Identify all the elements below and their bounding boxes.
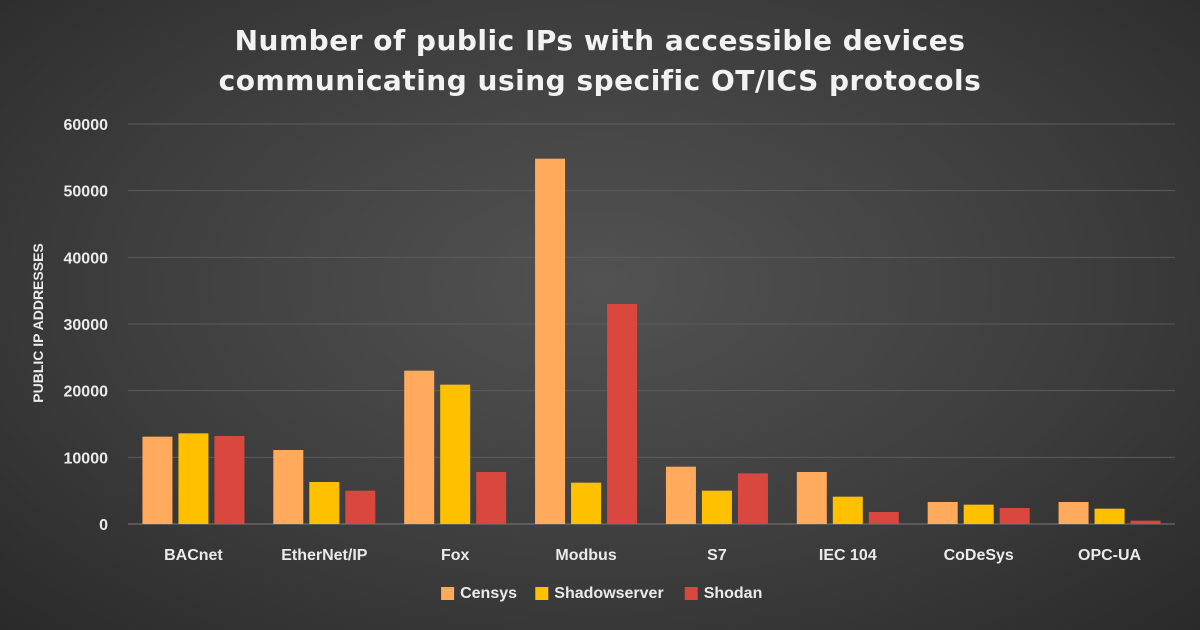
bar-shodan-iec-104: [868, 512, 899, 524]
legend-label-censys: Censys: [460, 585, 517, 602]
bar-shodan-modbus: [607, 304, 638, 524]
legend-swatch-censys: [441, 587, 455, 600]
x-tick-label: IEC 104: [819, 547, 877, 564]
x-tick-label: EtherNet/IP: [281, 547, 368, 564]
y-tick-label: 50000: [64, 184, 109, 201]
chart-title-line-2: communicating using specific OT/ICS prot…: [219, 64, 982, 97]
bar-censys-opc-ua: [1058, 502, 1089, 524]
bar-shodan-ethernet-ip: [345, 490, 376, 524]
y-axis-title: PUBLIC IP ADDRESSES: [30, 243, 46, 402]
bar-censys-codesys: [927, 502, 958, 524]
x-tick-label: S7: [707, 547, 727, 564]
bar-censys-s7: [665, 466, 696, 524]
y-tick-label: 0: [99, 517, 108, 534]
x-tick-label: OPC-UA: [1078, 547, 1142, 564]
legend-label-shodan: Shodan: [704, 585, 763, 602]
x-axis-ticks: BACnet EtherNet/IP Fox Modbus S7 IEC 104 CoDeS…: [164, 547, 1141, 564]
bar-shodan-fox: [476, 472, 507, 524]
bar-shadowserver-opc-ua: [1094, 508, 1125, 524]
bar-shodan-codesys: [999, 508, 1030, 524]
bar-censys-iec-104: [796, 472, 827, 524]
legend-swatch-shodan: [684, 587, 698, 600]
y-tick-label: 20000: [64, 384, 109, 401]
bar-censys-modbus: [535, 158, 566, 524]
chart-title-line-1: Number of public IPs with accessible dev…: [235, 24, 966, 57]
x-tick-label: Modbus: [555, 547, 616, 564]
y-tick-label: 10000: [64, 450, 109, 467]
x-tick-label: BACnet: [164, 547, 223, 564]
bar-shadowserver-iec-104: [832, 496, 863, 524]
y-tick-label: 60000: [64, 117, 109, 134]
bar-shadowserver-fox: [440, 384, 471, 524]
bar-shadowserver-codesys: [963, 504, 994, 524]
bar-shadowserver-s7: [701, 490, 732, 524]
bars: [142, 158, 1161, 524]
y-tick-label: 40000: [64, 250, 109, 267]
bar-shodan-bacnet: [214, 436, 245, 524]
x-tick-label: CoDeSys: [944, 547, 1014, 564]
bar-censys-ethernet-ip: [273, 450, 304, 524]
x-tick-label: Fox: [441, 547, 470, 564]
bar-shadowserver-ethernet-ip: [309, 482, 340, 524]
y-tick-label: 30000: [64, 317, 109, 334]
bar-shadowserver-bacnet: [178, 433, 209, 524]
bar-censys-fox: [404, 370, 435, 524]
bar-censys-bacnet: [142, 436, 173, 524]
bar-shadowserver-modbus: [571, 482, 602, 524]
legend-swatch-shadowserver: [535, 587, 549, 600]
legend: Censys Shadowserver Shodan: [441, 585, 762, 602]
legend-label-shadowserver: Shadowserver: [554, 585, 663, 602]
bar-shodan-opc-ua: [1130, 520, 1161, 524]
y-axis-ticks: 0 10000 20000 30000 40000 50000 60000: [64, 117, 109, 534]
bar-shodan-s7: [737, 473, 768, 524]
